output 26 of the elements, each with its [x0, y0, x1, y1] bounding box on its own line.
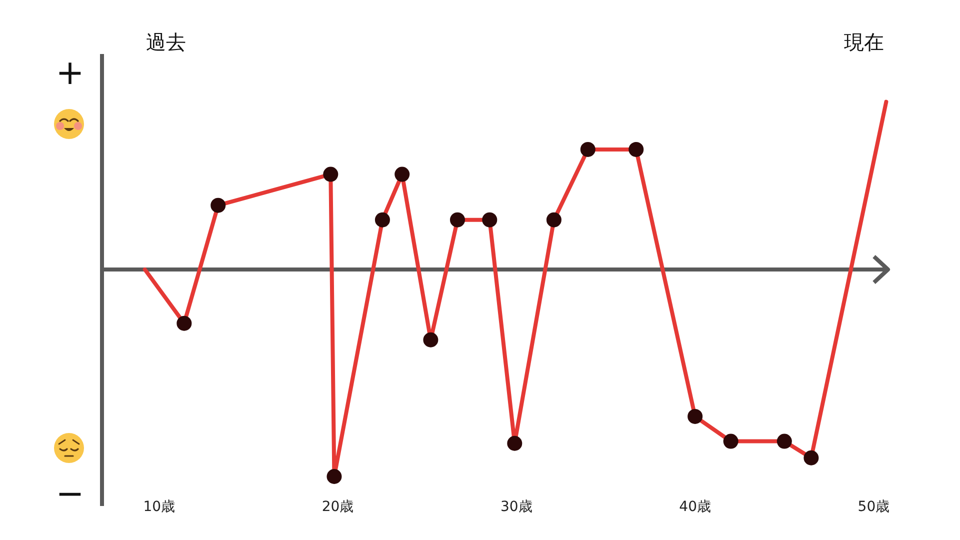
text: +	[56, 53, 84, 93]
point	[688, 408, 703, 424]
point	[423, 332, 438, 348]
point	[628, 142, 644, 157]
point	[176, 316, 192, 331]
point	[394, 166, 410, 182]
x-tick-label: 50歳	[858, 499, 890, 515]
point	[326, 469, 342, 484]
point	[776, 434, 792, 449]
point	[580, 142, 596, 157]
text: 過去	[146, 30, 186, 54]
point	[374, 212, 390, 228]
x-tick-label: 20歳	[322, 499, 354, 515]
point	[804, 450, 819, 466]
point	[210, 198, 226, 213]
point	[482, 212, 498, 228]
point	[323, 166, 338, 182]
point	[723, 434, 738, 449]
x-tick-label: 10歳	[143, 499, 176, 515]
x-tick-label: 30歳	[500, 499, 532, 515]
text: 現在	[844, 30, 884, 54]
text: −	[56, 474, 84, 514]
point	[450, 212, 465, 228]
point	[507, 436, 522, 451]
x-tick-label: 40歳	[679, 499, 711, 515]
point	[546, 212, 562, 228]
